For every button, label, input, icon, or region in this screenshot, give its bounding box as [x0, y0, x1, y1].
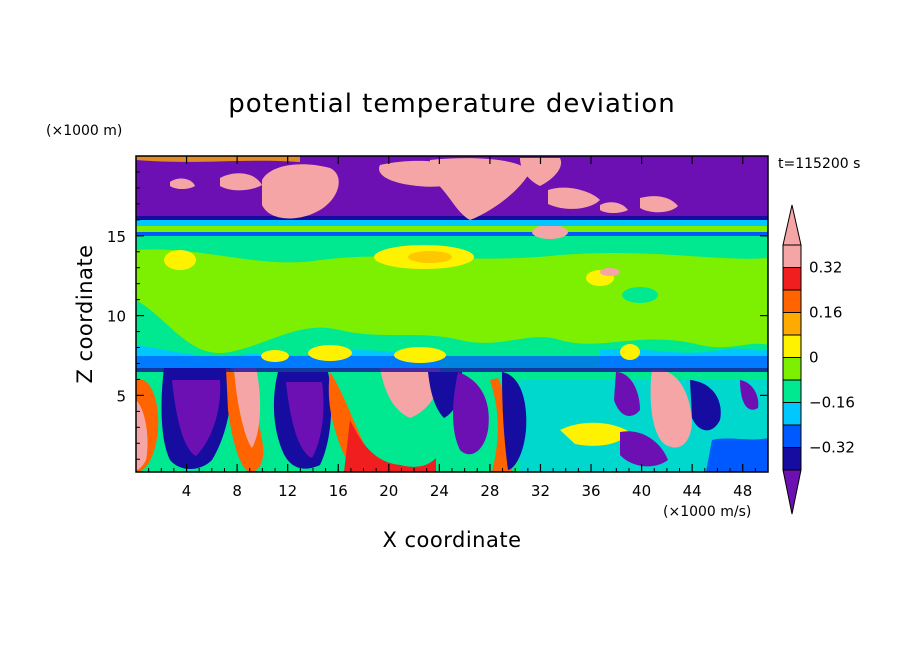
- x-axis-label: X coordinate: [382, 528, 521, 552]
- y-axis-label: Z coordinate: [73, 244, 97, 383]
- x-axis-ticks: 4 8 12 16 20 24 28 32 36 40 44 48: [148, 156, 756, 500]
- x-tick-label: 40: [632, 482, 651, 500]
- time-label: t=115200 s: [778, 156, 860, 172]
- contour-field: [136, 156, 768, 472]
- y-tick-label: 15: [107, 228, 126, 246]
- x-tick-label: 36: [581, 482, 600, 500]
- colorbar-band: [782, 402, 802, 426]
- colorbar-band: [782, 334, 802, 358]
- x-tick-label: 8: [232, 482, 242, 500]
- colorbar-tick-label: 0.32: [809, 259, 842, 277]
- y-axis-ticks: 5 10 15: [107, 171, 768, 460]
- x-unit-label: (×1000 m/s): [663, 504, 751, 520]
- x-tick-label: 12: [278, 482, 297, 500]
- colorbar-extend-low: [782, 469, 802, 515]
- x-tick-label: 48: [733, 482, 752, 500]
- x-tick-label: 32: [531, 482, 550, 500]
- x-tick-label: 4: [182, 482, 192, 500]
- colorbar-extend-high: [782, 204, 802, 246]
- colorbar: 0.32 0.16 0 −0.16 −0.32: [782, 204, 855, 515]
- colorbar-tick-label: 0.16: [809, 304, 842, 322]
- colorbar-band: [782, 267, 802, 291]
- y-tick-label: 10: [107, 308, 126, 326]
- colorbar-band: [782, 312, 802, 336]
- colorbar-tick-label: −0.32: [809, 439, 855, 457]
- colorbar-band: [782, 447, 802, 471]
- colorbar-band: [782, 289, 802, 313]
- y-tick-label: 5: [116, 387, 126, 405]
- colorbar-band: [782, 424, 802, 448]
- x-tick-label: 16: [329, 482, 348, 500]
- colorbar-band: [782, 379, 802, 403]
- colorbar-band: [782, 357, 802, 381]
- colorbar-band: [782, 244, 802, 268]
- x-tick-label: 20: [379, 482, 398, 500]
- y-unit-label: (×1000 m): [46, 123, 122, 139]
- x-tick-label: 44: [683, 482, 702, 500]
- x-tick-label: 24: [430, 482, 449, 500]
- colorbar-tick-label: −0.16: [809, 394, 855, 412]
- chart-title: potential temperature deviation: [228, 89, 675, 119]
- colorbar-tick-label: 0: [809, 349, 819, 367]
- x-tick-label: 28: [480, 482, 499, 500]
